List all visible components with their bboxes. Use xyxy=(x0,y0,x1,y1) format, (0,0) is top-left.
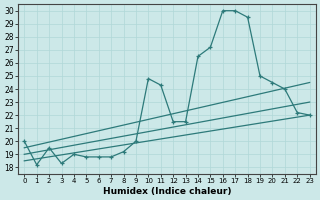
X-axis label: Humidex (Indice chaleur): Humidex (Indice chaleur) xyxy=(103,187,231,196)
